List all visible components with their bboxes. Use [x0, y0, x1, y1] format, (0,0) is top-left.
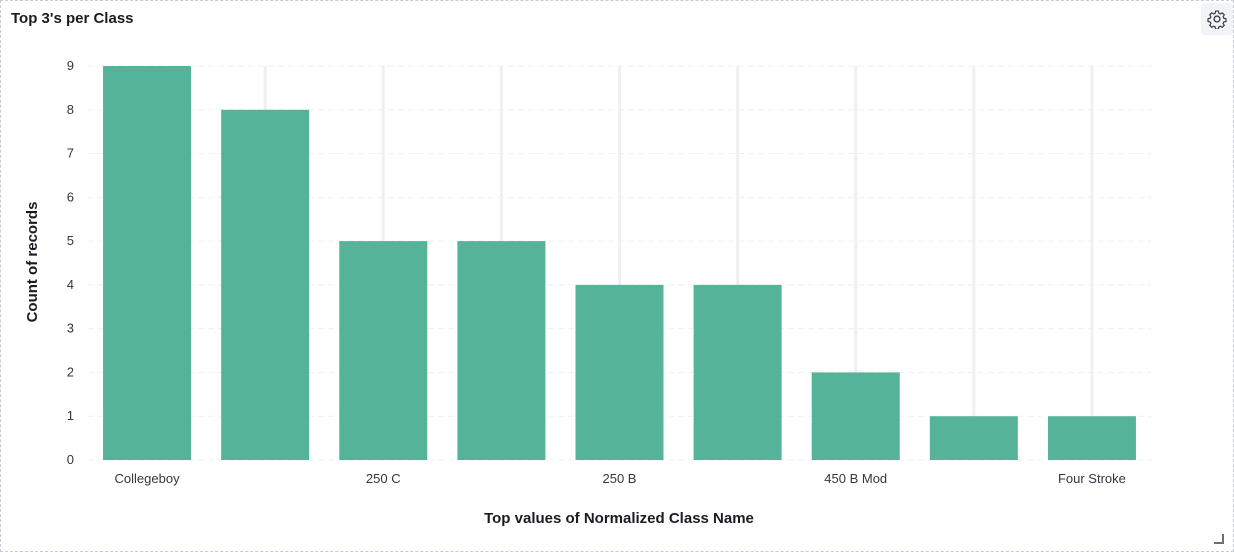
bars: [103, 66, 1136, 461]
bar[interactable]: [929, 416, 1018, 460]
y-tick-label: 2: [67, 364, 74, 379]
x-tick-label: 250 B: [603, 471, 637, 486]
bar[interactable]: [1047, 416, 1136, 460]
y-tick-label: 7: [67, 146, 74, 161]
resize-handle-icon[interactable]: [1214, 534, 1224, 544]
x-tick-label: 450 B Mod: [824, 471, 887, 486]
x-axis-label: Top values of Normalized Class Name: [484, 510, 754, 527]
x-tick-label: 250 C: [366, 471, 401, 486]
y-tick-label: 0: [67, 452, 74, 467]
y-tick-label: 1: [67, 408, 74, 423]
x-axis-ticks: Collegeboy 250 C 250 B 450 B Mod Four Stroke: [115, 471, 1126, 486]
panel-title: Top 3's per Class: [11, 10, 134, 27]
bar[interactable]: [339, 241, 428, 460]
bar[interactable]: [221, 109, 310, 461]
y-axis-ticks: 0 1 2 3 4 5 6 7 8 9: [67, 58, 74, 467]
y-tick-label: 5: [67, 233, 74, 248]
panel-settings-button[interactable]: [1201, 3, 1233, 35]
gear-icon: [1207, 10, 1227, 29]
x-tick-label: Collegeboy: [115, 471, 181, 486]
bar[interactable]: [811, 372, 900, 460]
bar[interactable]: [457, 241, 546, 460]
y-axis-label: Count of records: [24, 202, 41, 323]
y-tick-label: 4: [67, 277, 74, 292]
y-tick-label: 3: [67, 321, 74, 336]
x-tick-label: Four Stroke: [1058, 471, 1126, 486]
y-tick-label: 8: [67, 102, 74, 117]
bar[interactable]: [103, 66, 192, 460]
y-tick-label: 6: [67, 189, 74, 204]
bar[interactable]: [693, 284, 782, 460]
y-tick-label: 9: [67, 58, 74, 73]
bar[interactable]: [575, 284, 664, 460]
